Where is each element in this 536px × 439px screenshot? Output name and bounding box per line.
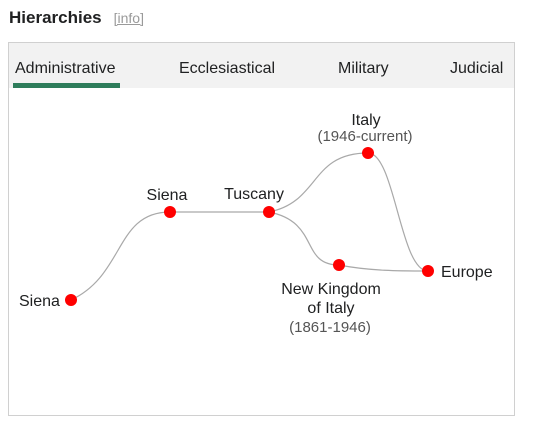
info-link[interactable]: info [114, 10, 144, 26]
label-europe: Europe [441, 264, 493, 281]
hierarchy-panel: Administrative Ecclesiastical Military J… [8, 42, 515, 416]
node-new-kingdom-of-italy[interactable] [333, 259, 345, 271]
edge-italy-to-europe [367, 152, 429, 272]
active-tab-indicator [13, 83, 120, 88]
graph-nodes [65, 147, 434, 306]
label-tuscany: Tuscany [224, 186, 284, 203]
tab-bar: Administrative Ecclesiastical Military J… [9, 43, 514, 88]
label-italy-period: (1946-current) [317, 128, 412, 145]
edge-siena-city-to-siena-province [70, 211, 171, 301]
label-italy: Italy [351, 112, 380, 129]
graph-edges [70, 152, 429, 301]
tab-judicial[interactable]: Judicial [450, 60, 504, 77]
label-kingdom-line1: New Kingdom [281, 281, 381, 298]
tab-administrative[interactable]: Administrative [15, 60, 116, 77]
edge-tuscany-to-kingdom [268, 211, 340, 266]
node-europe[interactable] [422, 265, 434, 277]
hierarchies-header: Hierarchies info [9, 8, 144, 32]
edge-tuscany-to-italy [268, 152, 369, 213]
edge-kingdom-to-europe [338, 264, 429, 272]
label-kingdom-line2: of Italy [307, 300, 354, 317]
tab-ecclesiastical[interactable]: Ecclesiastical [179, 60, 276, 77]
label-siena-city: Siena [19, 293, 60, 310]
node-siena-province[interactable] [164, 206, 176, 218]
node-siena-city[interactable] [65, 294, 77, 306]
node-italy[interactable] [362, 147, 374, 159]
tab-military[interactable]: Military [338, 60, 389, 77]
label-siena-province: Siena [147, 187, 188, 204]
label-kingdom-period: (1861-1946) [289, 319, 371, 336]
node-tuscany[interactable] [263, 206, 275, 218]
graph-labels: Siena Siena Tuscany Italy (1946-current)… [19, 112, 493, 336]
section-title: Hierarchies [9, 8, 102, 27]
